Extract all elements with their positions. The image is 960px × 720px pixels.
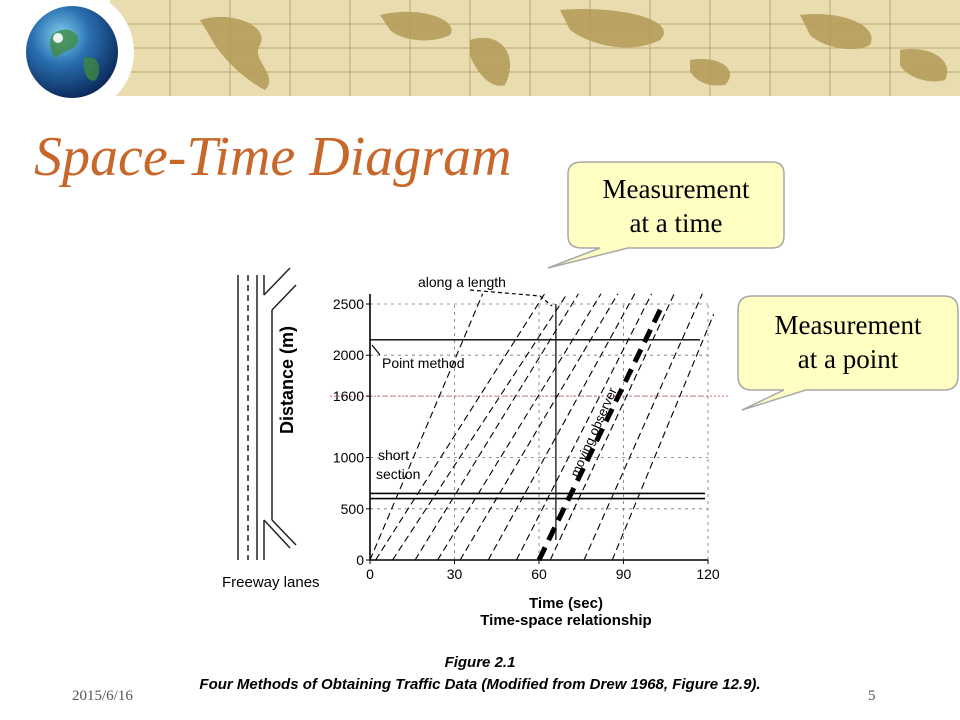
callout-time-shape — [547, 161, 785, 269]
x-tick-label: 90 — [616, 566, 632, 582]
freeway-lanes-label: Freeway lanes — [222, 574, 320, 591]
moving-observer-label: moving observer — [567, 385, 620, 480]
reference-lines — [330, 304, 730, 540]
slide-date: 2015/6/16 — [72, 688, 133, 704]
along-length-label: along a length — [418, 274, 506, 290]
vehicle-trajectory — [392, 293, 568, 561]
callout-point-shape — [737, 295, 959, 411]
figure-caption-text: Four Methods of Obtaining Traffic Data (… — [199, 676, 761, 693]
section-label: section — [376, 466, 420, 482]
freeway-lanes — [237, 267, 297, 560]
vehicle-trajectories — [369, 293, 715, 562]
point-method-arrow — [371, 344, 381, 356]
callout-point: Measurement at a point — [738, 308, 958, 376]
vehicle-trajectory — [437, 293, 602, 561]
vehicle-trajectory — [414, 293, 579, 561]
banner-continents — [200, 9, 948, 91]
y-tick-label: 2500 — [333, 296, 364, 312]
slide-title: Space-Time Diagram — [34, 126, 512, 188]
y-tick-label: 1000 — [333, 450, 364, 466]
along-length-arrow — [469, 289, 553, 307]
chart-grid — [370, 303, 709, 560]
vehicle-trajectory — [515, 293, 653, 561]
moving-observer-trajectory — [536, 302, 666, 562]
header-banner — [10, 0, 960, 114]
vehicle-trajectory — [487, 293, 636, 561]
slide-number: 5 — [868, 688, 876, 704]
short-label: short — [378, 447, 409, 463]
vehicle-trajectory — [549, 293, 675, 561]
y-tick-label: 1600 — [333, 388, 364, 404]
callout-point-line1: Measurement — [774, 310, 922, 340]
callout-time-line2: at a time — [629, 208, 723, 238]
vehicle-trajectory — [583, 293, 703, 561]
callout-time: Measurement at a time — [568, 172, 784, 240]
y-tick-label: 500 — [341, 501, 365, 517]
x-axis-label: Time (sec) — [529, 595, 603, 612]
tick-labels: 0 30 60 90 120 0 500 1000 1600 2000 2500 — [333, 296, 720, 582]
x-tick-label: 120 — [696, 566, 720, 582]
figure-caption-number: Figure 2.1 — [444, 654, 516, 671]
vehicle-trajectory — [375, 293, 546, 561]
vehicle-trajectory — [611, 314, 715, 561]
globe-highlight — [53, 33, 63, 43]
vehicle-trajectory — [369, 293, 484, 561]
chart-subtitle: Time-space relationship — [480, 612, 651, 629]
callout-time-line1: Measurement — [602, 174, 750, 204]
x-tick-label: 30 — [447, 566, 463, 582]
y-tick-label: 0 — [356, 552, 364, 568]
vehicle-trajectory — [459, 293, 619, 561]
x-tick-label: 60 — [531, 566, 547, 582]
point-method-label: Point method — [382, 355, 465, 371]
x-tick-label: 0 — [366, 566, 374, 582]
callout-point-line2: at a point — [797, 344, 899, 374]
y-tick-label: 2000 — [333, 347, 364, 363]
y-axis-label: Distance (m) — [277, 326, 297, 434]
